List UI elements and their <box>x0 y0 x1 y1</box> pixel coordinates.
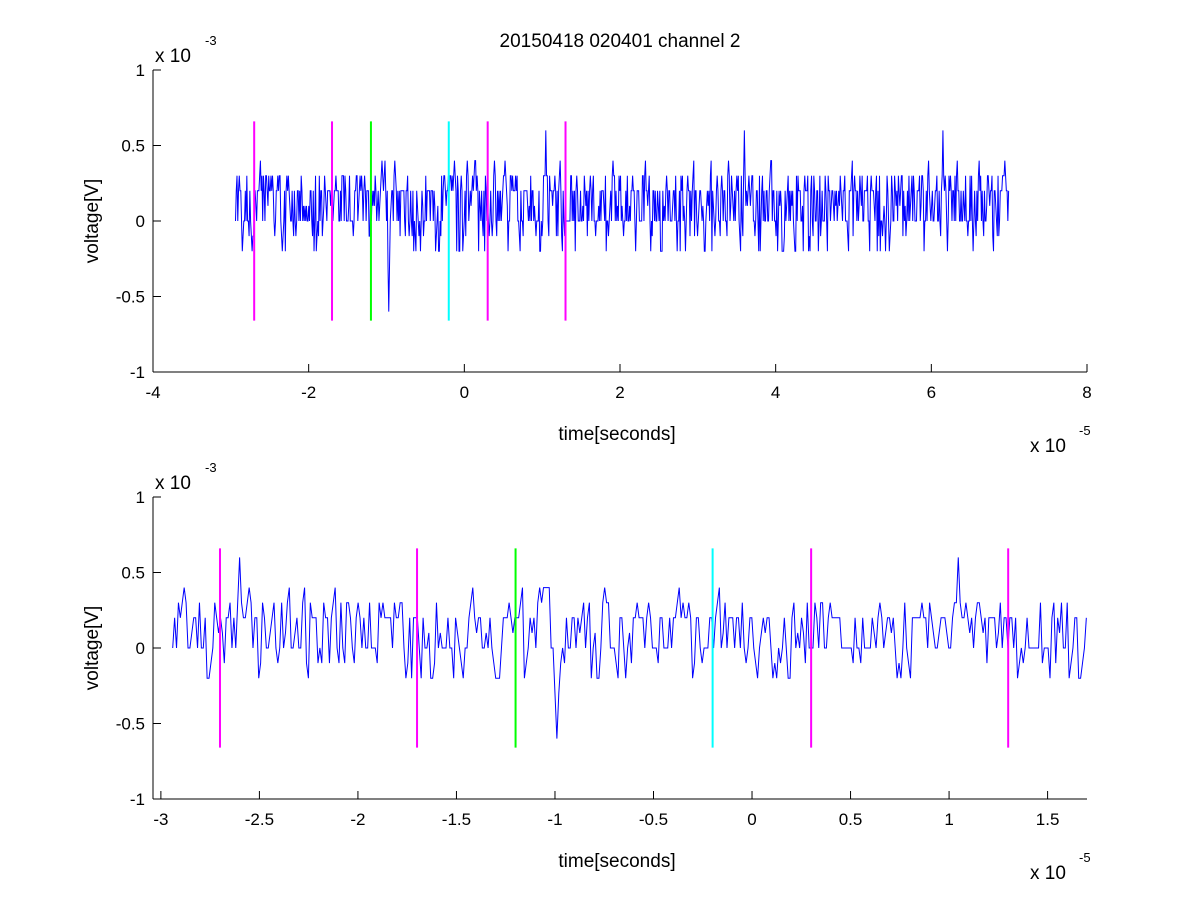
top-plot: -4 -2 0 2 4 6 8 -1 -0.5 0 0.5 1 time[seconds] voltage… <box>82 33 1092 457</box>
x-multiplier-exponent: -5 <box>1079 850 1091 865</box>
signal-trace <box>235 130 1010 312</box>
x-tick-label: -0.5 <box>639 810 668 829</box>
x-tick-label: 1.5 <box>1036 810 1060 829</box>
x-tick-label: 8 <box>1082 383 1091 402</box>
y-multiplier-label: x 10 <box>155 46 191 67</box>
x-multiplier-label: x 10 <box>1030 863 1066 884</box>
x-tick-label: -2 <box>350 810 365 829</box>
x-tick-label: 0 <box>747 810 756 829</box>
x-tick-label: -2 <box>301 383 316 402</box>
y-multiplier-exponent: -3 <box>205 33 217 48</box>
x-multiplier-label: x 10 <box>1030 436 1066 457</box>
bottom-plot: -3 -2.5 -2 -1.5 -1 -0.5 0 0.5 1 1.5 -1 -0.5 0 0.5 1 tim… <box>82 460 1091 884</box>
x-multiplier-exponent: -5 <box>1079 423 1091 438</box>
y-axis-title: voltage[V] <box>82 606 103 691</box>
y-tick-label: -0.5 <box>116 288 145 307</box>
y-tick-label: 0.5 <box>121 564 145 583</box>
x-tick-label: 6 <box>927 383 936 402</box>
y-tick-label: -1 <box>130 790 145 809</box>
x-tick-label: -4 <box>145 383 160 402</box>
y-tick-label: -0.5 <box>116 715 145 734</box>
x-tick-label: 1 <box>944 810 953 829</box>
y-tick-label: 0 <box>136 212 145 231</box>
y-multiplier-label: x 10 <box>155 473 191 494</box>
x-axis-title: time[seconds] <box>558 851 675 872</box>
x-tick-label: 0.5 <box>839 810 863 829</box>
y-tick-label: 0 <box>136 639 145 658</box>
x-tick-label: 0 <box>460 383 469 402</box>
y-tick-label: -1 <box>130 363 145 382</box>
y-axis-title: voltage[V] <box>82 179 103 264</box>
y-tick-label: 1 <box>136 488 145 507</box>
y-tick-label: 1 <box>136 61 145 80</box>
x-tick-label: -1 <box>547 810 562 829</box>
y-multiplier-exponent: -3 <box>205 460 217 475</box>
signal-trace <box>172 557 1087 739</box>
x-tick-label: -1.5 <box>442 810 471 829</box>
x-tick-label: 2 <box>615 383 624 402</box>
figure-title: 20150418 020401 channel 2 <box>500 31 741 52</box>
x-axis-title: time[seconds] <box>558 424 675 445</box>
y-tick-label: 0.5 <box>121 137 145 156</box>
x-tick-label: 4 <box>771 383 780 402</box>
x-tick-label: -3 <box>153 810 168 829</box>
x-tick-label: -2.5 <box>245 810 274 829</box>
